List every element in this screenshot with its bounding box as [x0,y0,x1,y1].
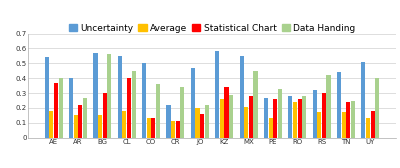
Bar [370,111,375,138]
Bar [78,105,82,138]
Bar [229,95,233,138]
Bar [264,98,268,138]
Bar [215,51,219,138]
Bar [103,93,107,138]
Bar [118,56,122,138]
Bar [317,112,321,138]
Bar [59,78,63,138]
Bar [196,108,200,138]
Bar [326,75,330,138]
Bar [298,99,302,138]
Bar [351,101,355,138]
Bar [361,62,365,138]
Bar [200,114,204,138]
Bar [69,78,73,138]
Bar [151,118,156,138]
Bar [254,71,258,138]
Bar [83,98,87,138]
Bar [122,111,126,138]
Bar [49,111,54,138]
Bar [166,105,170,138]
Bar [54,83,58,138]
Bar [273,99,277,138]
Bar [322,93,326,138]
Bar [337,72,341,138]
Bar [98,115,102,138]
Bar [244,107,248,138]
Bar [366,118,370,138]
Bar [313,90,317,138]
Bar [342,112,346,138]
Bar [74,115,78,138]
Legend: Uncertainty, Average, Statistical Chart, Data Handing: Uncertainty, Average, Statistical Chart,… [68,23,356,34]
Bar [94,53,98,138]
Bar [220,99,224,138]
Bar [288,96,292,138]
Bar [375,78,379,138]
Bar [293,102,297,138]
Bar [302,96,306,138]
Bar [346,102,350,138]
Bar [249,96,253,138]
Bar [147,118,151,138]
Bar [156,84,160,138]
Bar [224,87,228,138]
Bar [180,87,184,138]
Bar [205,105,209,138]
Bar [278,89,282,138]
Bar [171,121,175,138]
Bar [191,68,195,138]
Bar [132,71,136,138]
Bar [127,78,131,138]
Bar [107,54,111,138]
Bar [240,56,244,138]
Bar [142,63,146,138]
Bar [45,57,49,138]
Bar [268,118,273,138]
Bar [176,121,180,138]
